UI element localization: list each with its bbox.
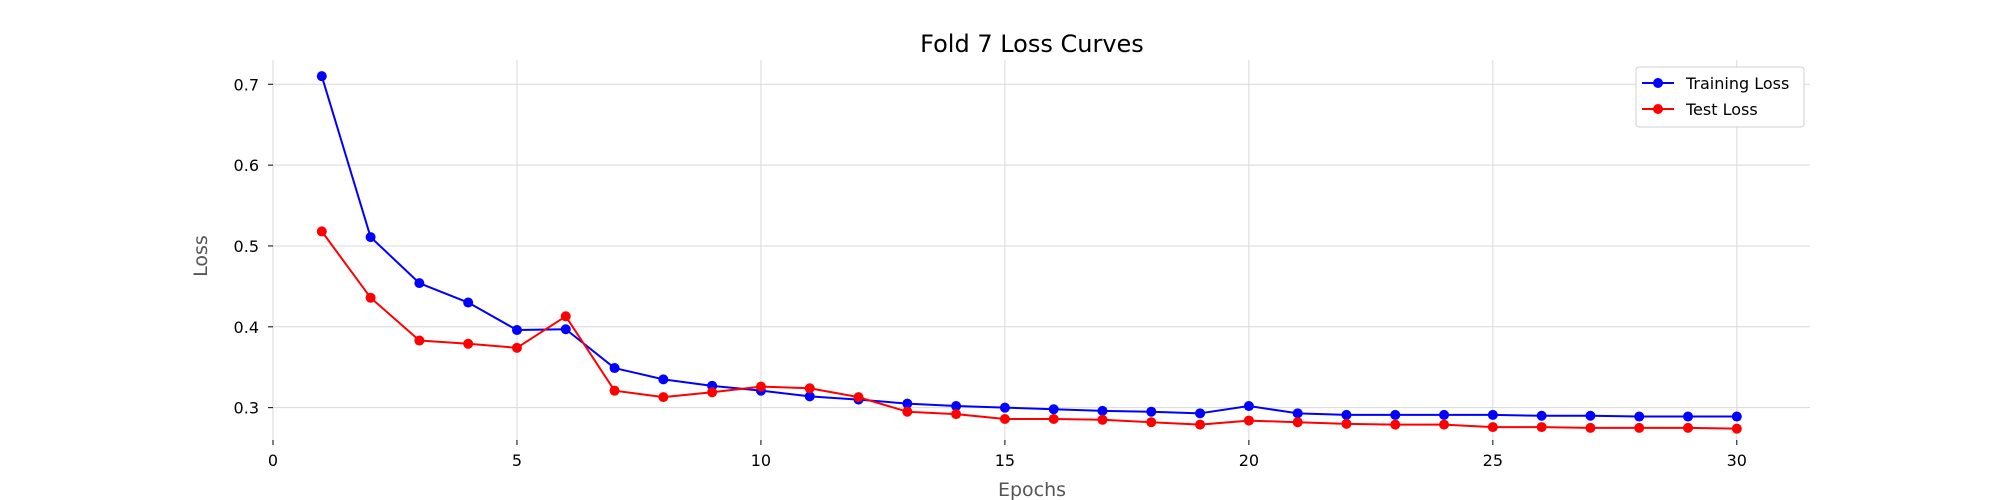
- test-loss-point: [1341, 418, 1352, 429]
- training-loss-point: [1097, 405, 1108, 416]
- test-loss-point: [1439, 419, 1450, 430]
- axis-ticks: 0 5 10 15 20 25 30 0.3 0.4 0.5 0.6 0.7: [234, 75, 1747, 470]
- x-tick-label: 0: [268, 451, 278, 470]
- legend-test-marker: [1653, 104, 1663, 114]
- training-loss-point: [463, 297, 474, 308]
- training-loss-point: [609, 363, 620, 374]
- test-loss-point: [365, 292, 376, 303]
- training-loss-point: [658, 374, 669, 385]
- test-loss-point: [1731, 423, 1742, 434]
- training-loss-point: [1683, 411, 1694, 422]
- test-loss-point: [609, 385, 620, 396]
- test-loss-point: [853, 392, 864, 403]
- training-loss-point: [1292, 408, 1303, 419]
- test-loss-point: [1487, 422, 1498, 433]
- training-loss-point: [1439, 409, 1450, 420]
- test-loss-point: [902, 406, 913, 417]
- y-tick-label: 0.7: [234, 75, 259, 94]
- legend-training-label: Training Loss: [1685, 74, 1789, 93]
- x-tick-label: 15: [995, 451, 1015, 470]
- legend-box: [1635, 66, 1805, 128]
- test-loss-point: [1097, 414, 1108, 425]
- test-loss-point: [1634, 422, 1645, 433]
- test-loss-point: [707, 387, 718, 398]
- training-loss-point: [316, 71, 327, 82]
- training-loss-point: [511, 325, 522, 336]
- x-tick-label: 10: [751, 451, 771, 470]
- training-loss-point: [1390, 409, 1401, 420]
- x-tick-label: 25: [1483, 451, 1503, 470]
- training-loss-point: [1146, 406, 1157, 417]
- test-loss-point: [1292, 417, 1303, 428]
- y-tick-label: 0.6: [234, 156, 259, 175]
- x-tick-label: 20: [1239, 451, 1259, 470]
- test-loss-point: [755, 381, 766, 392]
- legend-training-marker: [1653, 78, 1663, 88]
- y-tick-label: 0.5: [234, 237, 259, 256]
- grid: [272, 60, 1810, 440]
- test-loss-point: [414, 335, 425, 346]
- training-loss-point: [560, 324, 571, 335]
- training-loss-point: [1731, 411, 1742, 422]
- training-loss-point: [999, 402, 1010, 413]
- chart-title: Fold 7 Loss Curves: [920, 30, 1144, 58]
- training-loss-point: [365, 232, 376, 243]
- x-axis-label: Epochs: [998, 479, 1066, 500]
- training-loss-point: [1048, 404, 1059, 415]
- test-loss-point: [1195, 419, 1206, 430]
- training-loss-point: [902, 398, 913, 409]
- training-loss-point: [1634, 411, 1645, 422]
- test-loss-point: [1585, 422, 1596, 433]
- training-loss-point: [804, 391, 815, 402]
- y-tick-label: 0.4: [234, 318, 259, 337]
- test-loss-point: [951, 409, 962, 420]
- test-loss-point: [804, 383, 815, 394]
- test-loss-point: [511, 342, 522, 353]
- test-loss-point: [658, 392, 669, 403]
- training-loss-point: [1536, 410, 1547, 421]
- test-loss-point: [1146, 417, 1157, 428]
- training-loss-point: [951, 401, 962, 412]
- x-tick-label: 5: [512, 451, 522, 470]
- test-loss-line: [320, 230, 1737, 430]
- test-loss-point: [1243, 415, 1254, 426]
- test-loss-point: [1390, 419, 1401, 430]
- training-loss-point: [1585, 410, 1596, 421]
- legend: Training Loss Test Loss: [1635, 66, 1805, 128]
- training-loss-point: [1195, 408, 1206, 419]
- training-loss-point: [414, 278, 425, 289]
- test-loss-point: [1683, 422, 1694, 433]
- legend-test-label: Test Loss: [1685, 100, 1758, 119]
- training-loss-line: [320, 75, 1737, 418]
- test-loss-point: [316, 226, 327, 237]
- test-loss-point: [1048, 413, 1059, 424]
- y-axis-label: Loss: [190, 235, 212, 277]
- training-loss-point: [1487, 409, 1498, 420]
- test-loss-point: [463, 338, 474, 349]
- x-tick-label: 30: [1727, 451, 1747, 470]
- test-loss-point: [1536, 422, 1547, 433]
- test-loss-point: [560, 311, 571, 322]
- test-loss-point: [999, 413, 1010, 424]
- plot-series: [316, 71, 1742, 434]
- training-loss-point: [1341, 409, 1352, 420]
- training-loss-point: [1243, 401, 1254, 412]
- y-tick-label: 0.3: [234, 399, 259, 418]
